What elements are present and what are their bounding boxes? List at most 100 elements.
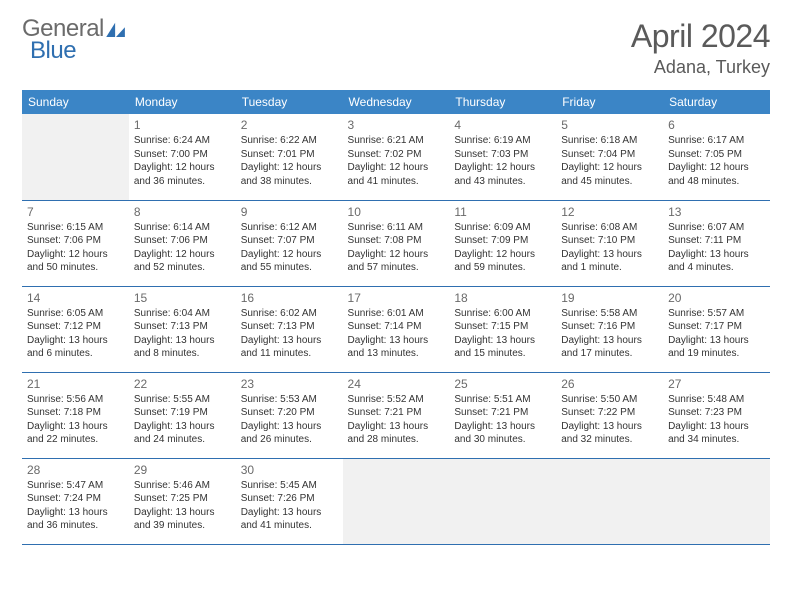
daylight-text: and 13 minutes. — [348, 347, 445, 361]
day-number: 30 — [241, 462, 338, 478]
day-number: 10 — [348, 204, 445, 220]
sunset-text: Sunset: 7:13 PM — [241, 320, 338, 334]
sunrise-text: Sunrise: 5:48 AM — [668, 393, 765, 407]
calendar-day-cell: 20Sunrise: 5:57 AMSunset: 7:17 PMDayligh… — [663, 286, 770, 372]
sunrise-text: Sunrise: 6:19 AM — [454, 134, 551, 148]
sunrise-text: Sunrise: 5:56 AM — [27, 393, 124, 407]
day-number: 1 — [134, 117, 231, 133]
sunset-text: Sunset: 7:21 PM — [454, 406, 551, 420]
daylight-text: and 17 minutes. — [561, 347, 658, 361]
daylight-text: and 1 minute. — [561, 261, 658, 275]
day-number: 4 — [454, 117, 551, 133]
sunset-text: Sunset: 7:03 PM — [454, 148, 551, 162]
daylight-text: and 11 minutes. — [241, 347, 338, 361]
sunset-text: Sunset: 7:22 PM — [561, 406, 658, 420]
calendar-day-cell: 16Sunrise: 6:02 AMSunset: 7:13 PMDayligh… — [236, 286, 343, 372]
daylight-text: Daylight: 12 hours — [454, 161, 551, 175]
sunrise-text: Sunrise: 6:22 AM — [241, 134, 338, 148]
daylight-text: and 8 minutes. — [134, 347, 231, 361]
daylight-text: and 50 minutes. — [27, 261, 124, 275]
day-number: 5 — [561, 117, 658, 133]
calendar-day-cell: 26Sunrise: 5:50 AMSunset: 7:22 PMDayligh… — [556, 372, 663, 458]
calendar-day-cell: 27Sunrise: 5:48 AMSunset: 7:23 PMDayligh… — [663, 372, 770, 458]
daylight-text: Daylight: 12 hours — [348, 248, 445, 262]
day-number: 12 — [561, 204, 658, 220]
sunset-text: Sunset: 7:04 PM — [561, 148, 658, 162]
sunrise-text: Sunrise: 5:55 AM — [134, 393, 231, 407]
daylight-text: and 43 minutes. — [454, 175, 551, 189]
calendar-day-cell — [449, 458, 556, 544]
daylight-text: and 6 minutes. — [27, 347, 124, 361]
daylight-text: Daylight: 13 hours — [668, 420, 765, 434]
daylight-text: and 41 minutes. — [241, 519, 338, 533]
sunrise-text: Sunrise: 6:01 AM — [348, 307, 445, 321]
brand-sail-icon — [106, 21, 126, 42]
calendar-day-cell: 17Sunrise: 6:01 AMSunset: 7:14 PMDayligh… — [343, 286, 450, 372]
sunrise-text: Sunrise: 5:47 AM — [27, 479, 124, 493]
sunrise-text: Sunrise: 5:51 AM — [454, 393, 551, 407]
brand-logo-inner: GeneralBlue — [22, 15, 126, 65]
day-number: 17 — [348, 290, 445, 306]
daylight-text: and 57 minutes. — [348, 261, 445, 275]
sunset-text: Sunset: 7:00 PM — [134, 148, 231, 162]
day-number: 26 — [561, 376, 658, 392]
daylight-text: and 22 minutes. — [27, 433, 124, 447]
calendar-day-cell: 21Sunrise: 5:56 AMSunset: 7:18 PMDayligh… — [22, 372, 129, 458]
daylight-text: Daylight: 13 hours — [561, 334, 658, 348]
weekday-header: Tuesday — [236, 90, 343, 114]
daylight-text: Daylight: 13 hours — [561, 420, 658, 434]
sunrise-text: Sunrise: 6:15 AM — [27, 221, 124, 235]
sunset-text: Sunset: 7:07 PM — [241, 234, 338, 248]
daylight-text: and 55 minutes. — [241, 261, 338, 275]
calendar-day-cell: 30Sunrise: 5:45 AMSunset: 7:26 PMDayligh… — [236, 458, 343, 544]
calendar-day-cell: 14Sunrise: 6:05 AMSunset: 7:12 PMDayligh… — [22, 286, 129, 372]
calendar-week-row: 7Sunrise: 6:15 AMSunset: 7:06 PMDaylight… — [22, 200, 770, 286]
sunrise-text: Sunrise: 5:45 AM — [241, 479, 338, 493]
daylight-text: and 30 minutes. — [454, 433, 551, 447]
daylight-text: Daylight: 12 hours — [454, 248, 551, 262]
calendar-day-cell: 4Sunrise: 6:19 AMSunset: 7:03 PMDaylight… — [449, 114, 556, 200]
sunrise-text: Sunrise: 5:46 AM — [134, 479, 231, 493]
weekday-header: Friday — [556, 90, 663, 114]
daylight-text: Daylight: 13 hours — [134, 420, 231, 434]
sunset-text: Sunset: 7:06 PM — [134, 234, 231, 248]
sunset-text: Sunset: 7:24 PM — [27, 492, 124, 506]
day-number: 21 — [27, 376, 124, 392]
day-number: 28 — [27, 462, 124, 478]
calendar-header-row: Sunday Monday Tuesday Wednesday Thursday… — [22, 90, 770, 114]
daylight-text: Daylight: 13 hours — [134, 506, 231, 520]
sunrise-text: Sunrise: 6:02 AM — [241, 307, 338, 321]
day-number: 14 — [27, 290, 124, 306]
daylight-text: Daylight: 12 hours — [668, 161, 765, 175]
weekday-header: Saturday — [663, 90, 770, 114]
calendar-day-cell: 1Sunrise: 6:24 AMSunset: 7:00 PMDaylight… — [129, 114, 236, 200]
sunset-text: Sunset: 7:21 PM — [348, 406, 445, 420]
calendar-day-cell: 28Sunrise: 5:47 AMSunset: 7:24 PMDayligh… — [22, 458, 129, 544]
weekday-header: Sunday — [22, 90, 129, 114]
sunset-text: Sunset: 7:15 PM — [454, 320, 551, 334]
day-number: 25 — [454, 376, 551, 392]
day-number: 24 — [348, 376, 445, 392]
weekday-header: Monday — [129, 90, 236, 114]
sunset-text: Sunset: 7:12 PM — [27, 320, 124, 334]
calendar-day-cell: 2Sunrise: 6:22 AMSunset: 7:01 PMDaylight… — [236, 114, 343, 200]
daylight-text: Daylight: 13 hours — [668, 248, 765, 262]
calendar-day-cell: 10Sunrise: 6:11 AMSunset: 7:08 PMDayligh… — [343, 200, 450, 286]
calendar-day-cell: 19Sunrise: 5:58 AMSunset: 7:16 PMDayligh… — [556, 286, 663, 372]
daylight-text: and 48 minutes. — [668, 175, 765, 189]
daylight-text: Daylight: 13 hours — [27, 334, 124, 348]
sunset-text: Sunset: 7:05 PM — [668, 148, 765, 162]
sunset-text: Sunset: 7:02 PM — [348, 148, 445, 162]
sunrise-text: Sunrise: 6:08 AM — [561, 221, 658, 235]
calendar-week-row: 21Sunrise: 5:56 AMSunset: 7:18 PMDayligh… — [22, 372, 770, 458]
location-subtitle: Adana, Turkey — [631, 57, 770, 78]
sunrise-text: Sunrise: 6:11 AM — [348, 221, 445, 235]
day-number: 6 — [668, 117, 765, 133]
sunset-text: Sunset: 7:26 PM — [241, 492, 338, 506]
daylight-text: Daylight: 13 hours — [454, 334, 551, 348]
day-number: 18 — [454, 290, 551, 306]
sunset-text: Sunset: 7:01 PM — [241, 148, 338, 162]
sunset-text: Sunset: 7:08 PM — [348, 234, 445, 248]
day-number: 22 — [134, 376, 231, 392]
sunrise-text: Sunrise: 6:17 AM — [668, 134, 765, 148]
